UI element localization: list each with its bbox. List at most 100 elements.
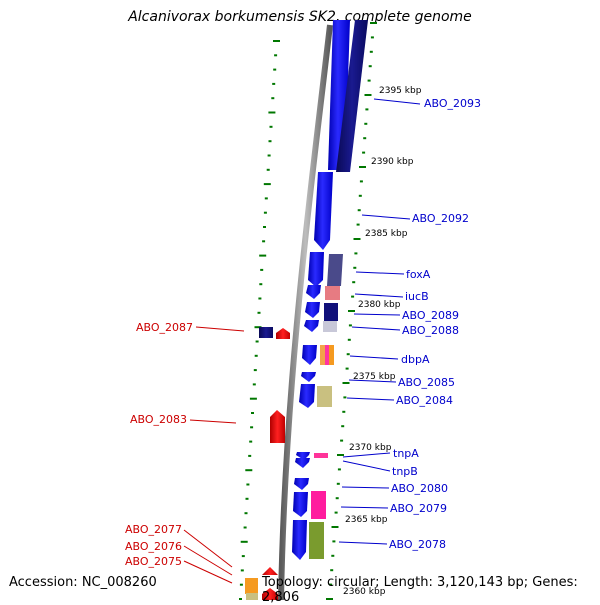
scale-label-2370: 2370 kbp — [349, 443, 392, 453]
scale-tick — [250, 426, 254, 429]
leader-abo-2087 — [195, 326, 245, 332]
scale-tick — [239, 598, 242, 600]
scale-tick — [331, 526, 339, 528]
topology-text: Topology: circular; Length: 3,120,143 bp… — [262, 575, 578, 605]
leader-abo-2085 — [348, 379, 397, 383]
scale-label-2380: 2380 kbp — [358, 300, 401, 310]
leader-abo-2088 — [351, 326, 401, 331]
gene-arrow-abo-2092[interactable] — [314, 172, 333, 250]
gene-label-abo-2087[interactable]: ABO_2087 — [136, 321, 193, 334]
scale-tick — [332, 540, 336, 543]
scale-tick — [363, 137, 367, 140]
feature-block-abo-2089[interactable] — [324, 303, 338, 321]
feature-block-foxa[interactable] — [327, 254, 343, 286]
reverse-leader-lines — [183, 326, 245, 584]
gene-arrow-abo-2078[interactable] — [292, 520, 307, 560]
gene-arrow-abo-2083[interactable] — [270, 410, 285, 443]
scale-tick — [248, 454, 252, 457]
gene-label-abo-2083[interactable]: ABO_2083 — [130, 413, 187, 426]
feature-block-dbpa-b[interactable] — [325, 345, 329, 365]
gene-arrow-abo-2085[interactable] — [301, 372, 316, 382]
gene-label-abo-2092[interactable]: ABO_2092 — [412, 212, 469, 225]
scale-tick — [326, 598, 333, 600]
gene-label-abo-2085[interactable]: ABO_2085 — [398, 376, 455, 389]
gene-arrow-foxa[interactable] — [308, 252, 324, 287]
scale-tick — [335, 497, 339, 500]
gene-arrow-abo-2080[interactable] — [294, 478, 309, 490]
scale-tick — [274, 54, 278, 57]
gene-arrow-abo-2079[interactable] — [293, 492, 308, 517]
scale-label-2395: 2395 kbp — [379, 86, 422, 96]
scale-tick — [245, 469, 253, 472]
gene-label-abo-2075[interactable]: ABO_2075 — [125, 555, 182, 568]
scale-tick — [337, 468, 341, 471]
reverse-gene-labels: ABO_2087 ABO_2083 ABO_2077 ABO_2076 ABO_… — [125, 321, 193, 568]
gene-label-abo-2078[interactable]: ABO_2078 — [389, 538, 446, 551]
scale-tick — [362, 151, 366, 154]
scale-tick — [246, 483, 250, 486]
scale-tick — [257, 311, 261, 314]
gene-arrow-abo-2084[interactable] — [299, 384, 315, 408]
scale-tick — [254, 326, 262, 329]
gene-label-abo-2084[interactable]: ABO_2084 — [396, 394, 453, 407]
leader-abo-2076 — [183, 545, 233, 576]
feature-block-dbpa-c[interactable] — [329, 345, 334, 365]
gene-arrow-dbpa[interactable] — [302, 345, 317, 365]
scale-tick — [331, 554, 335, 557]
gene-label-abo-2076[interactable]: ABO_2076 — [125, 540, 182, 553]
scale-tick — [364, 94, 372, 96]
scale-tick — [365, 108, 369, 111]
gene-label-abo-2088[interactable]: ABO_2088 — [402, 324, 459, 337]
feature-block-abo-2079[interactable] — [311, 491, 326, 519]
feature-block-abo-2084[interactable] — [317, 386, 332, 407]
scale-tick — [262, 240, 266, 243]
gene-arrow-abo-2075[interactable] — [262, 588, 278, 600]
feature-block-iucb[interactable] — [325, 286, 340, 300]
feature-block-abo-2078[interactable] — [309, 522, 324, 559]
feature-block-dbpa-a[interactable] — [320, 345, 325, 365]
leader-abo-2084 — [346, 397, 395, 401]
gene-arrow-abo-2088[interactable] — [304, 320, 319, 332]
accession-text: Accession: NC_008260 — [9, 575, 157, 590]
scale-tick — [271, 97, 275, 100]
feature-block-abo-2076[interactable] — [246, 593, 258, 600]
scale-tick — [337, 454, 344, 456]
gene-arrow-tnpb[interactable] — [295, 458, 310, 468]
scale-tick — [240, 540, 248, 543]
feature-block-abo-2087[interactable] — [259, 327, 273, 338]
scale-tick — [260, 268, 264, 271]
gene-arrow-abo-2087[interactable] — [276, 328, 290, 339]
leader-abo-2079 — [340, 506, 389, 509]
scale-tick — [343, 396, 347, 399]
scale-tick — [249, 397, 257, 400]
feature-block-abo-2077[interactable] — [245, 578, 258, 594]
feature-block-abo-2088[interactable] — [323, 321, 337, 332]
scale-tick — [357, 209, 361, 212]
gene-label-abo-2079[interactable]: ABO_2079 — [390, 502, 447, 515]
gene-label-abo-2077[interactable]: ABO_2077 — [125, 523, 182, 536]
scale-tick — [273, 68, 277, 71]
scale-tick — [263, 226, 266, 228]
gene-label-foxa[interactable]: foxA — [406, 268, 431, 281]
scale-tick — [336, 482, 340, 485]
gene-arrow-iucb[interactable] — [306, 285, 321, 299]
scale-tick — [254, 354, 258, 357]
gene-label-abo-2093[interactable]: ABO_2093 — [424, 97, 481, 110]
scale-tick — [358, 194, 362, 197]
scale-tick — [370, 22, 377, 24]
gene-arrow-abo-2077[interactable] — [262, 567, 278, 575]
gene-arrow-abo-2089[interactable] — [305, 302, 320, 318]
feature-block-tnpa[interactable] — [314, 453, 328, 458]
gene-label-tnpa[interactable]: tnpA — [393, 447, 419, 460]
scale-tick — [243, 526, 247, 529]
gene-label-tnpb[interactable]: tnpB — [392, 465, 418, 478]
gene-label-abo-2089[interactable]: ABO_2089 — [402, 309, 459, 322]
feature-block-abo-2093[interactable] — [336, 20, 368, 172]
leader-dbpa — [349, 355, 399, 360]
gene-label-abo-2080[interactable]: ABO_2080 — [391, 482, 448, 495]
gene-label-iucb[interactable]: iucB — [405, 290, 429, 303]
gene-arrow-tnpa[interactable] — [296, 452, 310, 460]
gene-label-dbpa[interactable]: dbpA — [401, 353, 430, 366]
scale-tick — [245, 497, 249, 500]
scale-tick — [340, 439, 344, 442]
